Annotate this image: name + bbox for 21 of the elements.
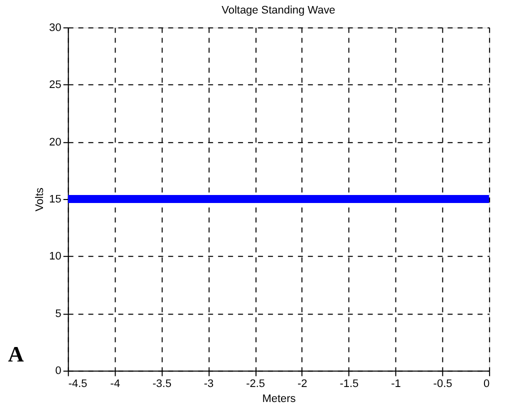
y-tick-label: 10 [49,250,62,263]
y-tick-label: 25 [49,79,62,92]
x-tick-label: -2 [297,378,308,390]
x-tick-label: -0.5 [433,378,452,390]
y-tick-label: 15 [49,194,62,206]
y-tick-label: 20 [49,136,62,148]
text: A [8,342,24,367]
y-tick-label: 0 [55,365,62,378]
x-tick-label: -3 [204,378,214,390]
x-tick-label: -2.5 [246,378,266,390]
x-axis-title: Meters [262,393,296,406]
x-tick-label: 0 [483,378,490,390]
x-tick-label: -4 [110,378,120,390]
y-axis-title: Volts [34,187,46,212]
chart-title: Voltage Standing Wave [222,4,336,16]
x-tick-label: -3.5 [152,378,172,390]
y-tick-label: 30 [49,22,62,34]
y-tick-label: 5 [55,308,62,320]
x-tick-label: -1.5 [340,378,359,390]
x-tick-label: -1 [391,378,401,390]
x-tick-label: -4.5 [68,378,88,390]
